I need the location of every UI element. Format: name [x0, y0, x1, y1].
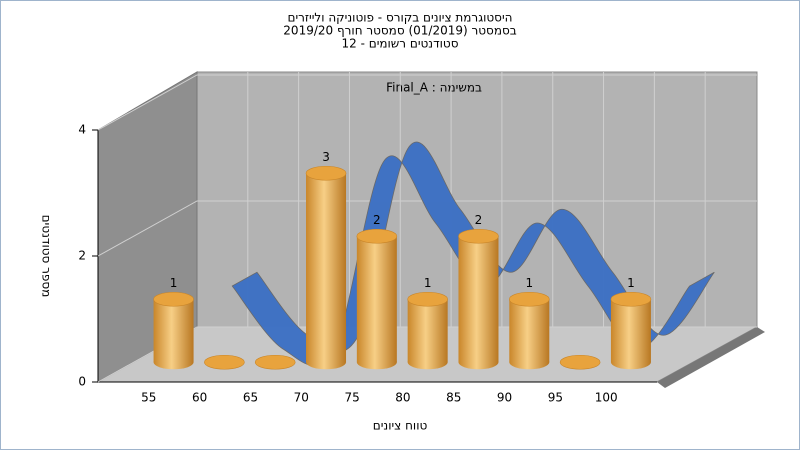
chart-title: בסמסטר (01/2019) סמסטר חורף 2019/20 [283, 24, 516, 38]
bar-group [458, 228, 499, 370]
grid-line [97, 326, 757, 383]
x-tick-label: 65 [243, 391, 258, 405]
bar [458, 236, 499, 363]
title-block: היסטוגרמת ציונים בקורס - פוטוניקה ולייזר… [283, 11, 516, 51]
value-label: 3 [322, 150, 330, 164]
chart-title: היסטוגרמת ציונים בקורס - פוטוניקה ולייזר… [287, 11, 512, 25]
x-tick-label: 85 [446, 391, 461, 405]
y-tick-label: 2 [78, 249, 86, 263]
x-tick-label: 75 [344, 391, 359, 405]
bar [153, 299, 194, 363]
bar-top [305, 165, 347, 181]
bar-group [559, 354, 601, 370]
bar-top [356, 228, 398, 244]
x-tick-label: 95 [548, 391, 563, 405]
bar [306, 173, 347, 363]
value-label: 1 [627, 276, 635, 290]
bar-top [153, 291, 194, 307]
bar-group [407, 291, 448, 370]
y-axis-title: מספר סטודנטים [40, 215, 54, 298]
bar-group [305, 165, 347, 370]
value-label: 1 [170, 276, 178, 290]
x-axis-title: טווח ציונים [373, 419, 428, 433]
bar [610, 299, 651, 363]
bar-group [508, 291, 550, 370]
value-label: 1 [525, 276, 533, 290]
grid-line [97, 200, 757, 257]
value-label: 2 [373, 213, 381, 227]
y-tick-label: 4 [78, 123, 86, 137]
bar-group [153, 291, 194, 370]
x-tick-label: 70 [294, 391, 309, 405]
value-label: 2 [475, 213, 483, 227]
x-tick-label: 80 [395, 391, 410, 405]
bar-top [610, 291, 652, 307]
bar [407, 299, 448, 363]
annotation: Final_A : במשימה [386, 81, 482, 95]
grid [97, 72, 757, 383]
bar-top [458, 228, 499, 244]
bar-group [356, 228, 398, 370]
value-label: 1 [424, 276, 432, 290]
bar-top [407, 291, 448, 307]
bar [509, 299, 550, 363]
x-tick-label: 60 [192, 391, 207, 405]
chart-title: סטודנטים רשומים - 12 [341, 37, 458, 51]
bar [356, 236, 397, 363]
grid-line [97, 74, 757, 131]
bar-group [204, 354, 245, 370]
bar-top [508, 291, 550, 307]
y-tick-label: 0 [78, 375, 86, 389]
x-tick-label: 90 [497, 391, 512, 405]
bar-top [204, 354, 245, 370]
bar-group [254, 354, 296, 370]
floor-shadow [657, 327, 765, 388]
x-tick-label: 55 [141, 391, 156, 405]
bar-top [254, 354, 296, 370]
bar-group [610, 291, 652, 370]
bar-top [559, 354, 601, 370]
x-tick-label: 100 [595, 391, 618, 405]
